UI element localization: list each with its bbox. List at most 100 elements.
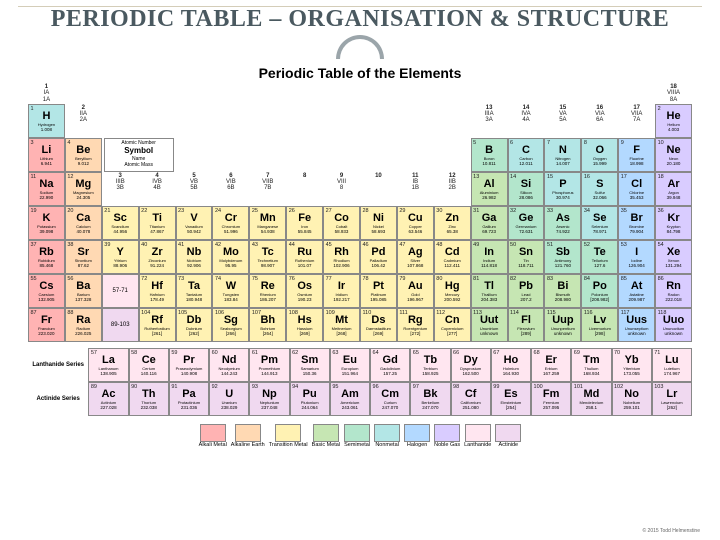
group-header-4: 4IVB4B [139,172,176,206]
element-Li: 3 Li Lithium 6.941 [28,138,65,172]
element-Po: 84 Po Polonium [208.982] [581,274,618,308]
element-He: 2 He Helium 4.003 [655,104,692,138]
element-Ho: 67 Ho Holmium 164.930 [491,348,531,382]
element-Cf: 98 Cf Californium 251.080 [451,382,491,416]
element-Pu: 94 Pu Plutonium 244.064 [290,382,330,416]
element-Fm: 100 Fm Fermium 257.095 [531,382,571,416]
element-Pm: 61 Pm Promethium 144.913 [249,348,289,382]
element-Bh: 107 Bh Bohrium [264] [249,308,286,342]
element-Rg: 111 Rg Roentgenium [272] [397,308,434,342]
element-U: 92 U Uranium 238.029 [209,382,249,416]
element-Yb: 70 Yb Ytterbium 173.055 [612,348,652,382]
element-Dy: 66 Dy Dysprosium 162.500 [451,348,491,382]
element-Rh: 45 Rh Rhodium 102.906 [323,240,360,274]
element-Br: 35 Br Bromine 79.904 [618,206,655,240]
slide: PERIODIC TABLE – ORGANISATION & STRUCTUR… [0,0,720,540]
element-Bi: 83 Bi Bismuth 208.980 [544,274,581,308]
element-Fl: 114 Fl Flerovium [289] [508,308,545,342]
element-Md: 101 Md Mendelevium 258.1 [571,382,611,416]
lanth-range: 57-71 [102,274,139,308]
actinide-label: Actinide Series [28,382,88,416]
group-header-11: 11IB1B [397,172,434,206]
element-Sm: 62 Sm Samarium 150.36 [290,348,330,382]
group-header-17: 17VIIA7A [618,104,655,138]
element-B: 5 B Boron 10.811 [471,138,508,172]
element-Co: 27 Co Cobalt 58.933 [323,206,360,240]
element-Cu: 29 Cu Copper 63.546 [397,206,434,240]
copyright-text: © 2015 Todd Helmenstine [642,528,700,534]
element-Sn: 50 Sn Tin 118.711 [508,240,545,274]
element-Mg: 12 Mg Magnesium 24.305 [65,172,102,206]
group-header-13: 13IIIA3A [471,104,508,138]
element-Sb: 51 Sb Antimony 121.760 [544,240,581,274]
element-K: 19 K Potassium 39.098 [28,206,65,240]
group-header-15: 15VA5A [544,104,581,138]
element-Ta: 73 Ta Tantalum 180.948 [176,274,213,308]
element-Uuo: 118 Uuo Ununoctium unknown [655,308,692,342]
element-Ni: 28 Ni Nickel 58.693 [360,206,397,240]
legend-alkaline: Alkaline Earth [231,424,265,449]
element-Ra: 88 Ra Radium 226.025 [65,308,102,342]
element-Tc: 43 Tc Technetium 98.907 [249,240,286,274]
element-Ar: 18 Ar Argon 39.948 [655,172,692,206]
element-Mo: 42 Mo Molybdenum 95.95 [212,240,249,274]
element-Os: 76 Os Osmium 190.23 [286,274,323,308]
element-Lv: 116 Lv Livermorium [298] [581,308,618,342]
element-Al: 13 Al Aluminium 26.982 [471,172,508,206]
key-box: Atomic NumberSymbolNameAtomic Mass [104,138,174,172]
group-header-18: 18VIIIA8A [655,83,692,104]
legend: Alkali Metal Alkaline Earth Transition M… [28,424,692,449]
element-No: 102 No Nobelium 259.101 [612,382,652,416]
group-header-14: 14IVA4A [508,104,545,138]
element-Xe: 54 Xe Xenon 131.294 [655,240,692,274]
element-Kr: 36 Kr Krypton 84.798 [655,206,692,240]
f-block: Lanthanide Series 57 La Lanthanum 138.90… [28,348,692,416]
element-Bk: 97 Bk Berkelium 247.070 [410,382,450,416]
element-Na: 11 Na Sodium 22.990 [28,172,65,206]
legend-semimetal: Semimetal [344,424,370,449]
element-Tl: 81 Tl Thallium 204.383 [471,274,508,308]
element-Be: 4 Be Beryllium 9.012 [65,138,102,172]
element-Re: 75 Re Rhenium 186.207 [249,274,286,308]
element-Lu: 71 Lu Lutetium 174.967 [652,348,692,382]
element-Rn: 86 Rn Radon 222.018 [655,274,692,308]
element-C: 6 C Carbon 12.011 [508,138,545,172]
element-La: 57 La Lanthanum 138.905 [88,348,128,382]
group-header-9: 9VIII8 [323,172,360,206]
element-Ti: 22 Ti Titanium 47.867 [139,206,176,240]
element-Eu: 63 Eu Europium 151.964 [330,348,370,382]
element-Th: 90 Th Thorium 232.038 [129,382,169,416]
element-Er: 68 Er Erbium 167.259 [531,348,571,382]
legend-basic: Basic Metal [312,424,340,449]
legend-act: Actinide [495,424,521,449]
element-Gd: 64 Gd Gadolinium 157.25 [370,348,410,382]
element-Se: 34 Se Selenium 78.971 [581,206,618,240]
legend-noble: Noble Gas [434,424,460,449]
element-Cm: 96 Cm Curium 247.070 [370,382,410,416]
element-P: 15 P Phosphorus 30.974 [544,172,581,206]
legend-halogen: Halogen [404,424,430,449]
act-range: 89-103 [102,308,139,342]
element-Am: 95 Am Americium 243.061 [330,382,370,416]
element-Ag: 47 Ag Silver 107.868 [397,240,434,274]
group-header-2: 2IIA2A [65,104,102,138]
legend-transition: Transition Metal [269,424,308,449]
element-Db: 105 Db Dubnium [262] [176,308,213,342]
element-Uut: 113 Uut Ununtrium unknown [471,308,508,342]
element-F: 9 F Fluorine 18.998 [618,138,655,172]
element-Rb: 37 Rb Rubidium 85.468 [28,240,65,274]
legend-nonmetal: Nonmetal [374,424,400,449]
title-rule [18,6,702,70]
element-Sr: 38 Sr Strontium 87.62 [65,240,102,274]
element-Nd: 60 Nd Neodymium 144.243 [209,348,249,382]
element-Hf: 72 Hf Hafnium 178.49 [139,274,176,308]
element-Cr: 24 Cr Chromium 51.996 [212,206,249,240]
group-header-16: 16VIA6A [581,104,618,138]
group-header-5: 5VB5B [176,172,213,206]
element-I: 53 I Iodine 126.904 [618,240,655,274]
element-Tb: 65 Tb Terbium 158.925 [410,348,450,382]
group-header-8: 8 [286,172,323,206]
element-Pb: 82 Pb Lead 207.2 [508,274,545,308]
legend-lanth: Lanthanide [464,424,491,449]
element-Rf: 104 Rf Rutherfordium [261] [139,308,176,342]
